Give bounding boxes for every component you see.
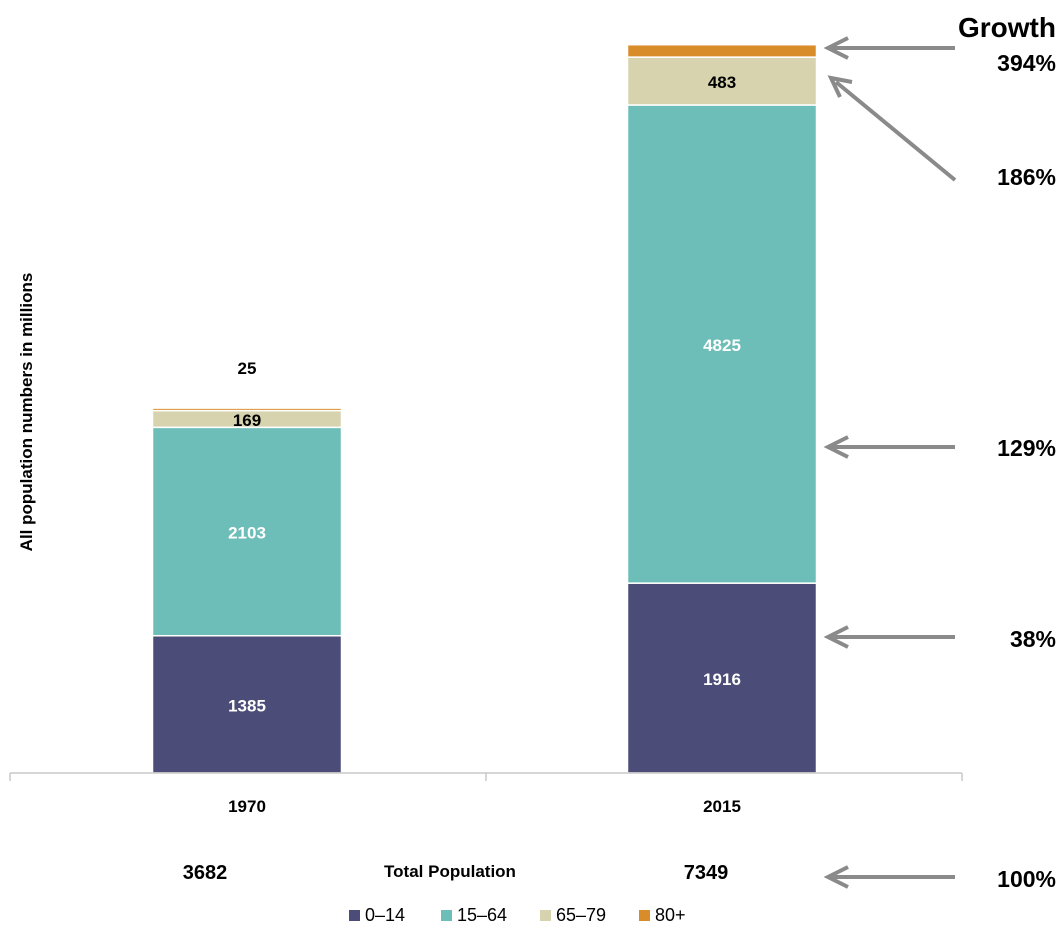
total-population-label: Total Population [384, 862, 516, 881]
arrows-group [823, 36, 957, 889]
arrow-icon [827, 75, 957, 182]
arrow-icon [823, 865, 955, 889]
bars-group: 1385 2103 169 25 1916 4825 483 [151, 43, 818, 774]
data-label-1970-80+: 25 [238, 359, 257, 378]
arrow-icon [823, 435, 955, 459]
growth-0-14: 38% [1010, 626, 1056, 652]
data-label-2015-0–14: 1916 [703, 670, 741, 689]
data-label-1970-15–64: 2103 [228, 524, 266, 543]
data-label-1970-65–79: 169 [233, 411, 261, 430]
growth-65-79: 186% [997, 164, 1056, 190]
growth-80plus: 394% [997, 50, 1056, 76]
data-label-1970-0–14: 1385 [228, 696, 266, 715]
bar-segment-1970-15–64 [151, 426, 343, 637]
bar-segment-1970-80+ [151, 407, 343, 412]
legend-swatch-65-79 [540, 910, 551, 921]
bar-segment-2015-65–79 [626, 56, 818, 106]
legend-label-0-14: 0–14 [365, 905, 405, 925]
legend-label-80plus: 80+ [655, 905, 686, 925]
legend-swatch-15-64 [441, 910, 452, 921]
y-axis-label: All population numbers in millions [17, 273, 36, 552]
bar-segment-2015-0–14 [626, 582, 818, 774]
data-label-2015-15–64: 4825 [703, 336, 741, 355]
growth-total: 100% [997, 866, 1056, 892]
legend-swatch-80plus [639, 910, 650, 921]
legend-label-65-79: 65–79 [556, 905, 606, 925]
legend: 0–14 15–64 65–79 80+ [349, 905, 686, 925]
arrow-icon [823, 36, 955, 60]
total-1970: 3682 [183, 862, 228, 884]
growth-title: Growth [958, 12, 1056, 43]
legend-swatch-0-14 [349, 910, 360, 921]
growth-15-64: 129% [997, 435, 1056, 461]
category-label-1970: 1970 [228, 797, 266, 816]
bar-segment-2015-80+ [626, 43, 818, 58]
arrow-icon [823, 625, 955, 649]
category-label-2015: 2015 [703, 797, 741, 816]
bar-segment-1970-0–14 [151, 634, 343, 774]
total-2015: 7349 [684, 862, 729, 884]
legend-label-15-64: 15–64 [457, 905, 507, 925]
bar-segment-2015-15–64 [626, 104, 818, 584]
data-label-2015-65–79: 483 [708, 73, 736, 92]
